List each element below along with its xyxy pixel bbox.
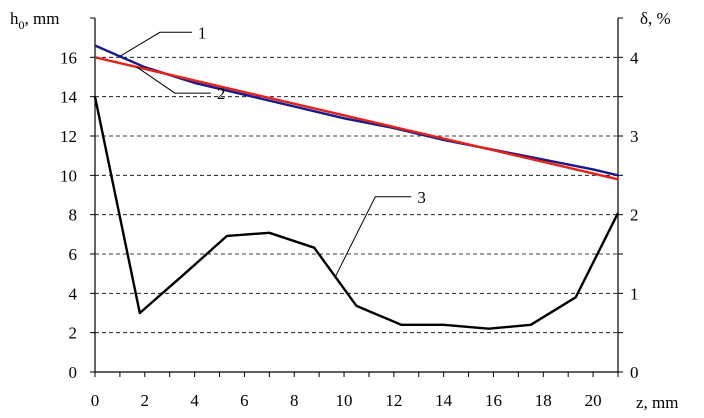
y-left-tick-label-6: 6	[69, 245, 78, 264]
x-tick-label-10: 10	[336, 391, 353, 410]
y-right-tick-label-1: 1	[630, 284, 639, 303]
y-right-tick-label-4: 4	[630, 48, 639, 67]
x-tick-label-16: 16	[485, 391, 502, 410]
axes	[90, 17, 623, 377]
curve-label-3: 3	[417, 188, 426, 207]
y-left-tick-label-8: 8	[69, 206, 78, 225]
x-tick-label-14: 14	[435, 391, 453, 410]
y-left-tick-label-4: 4	[69, 284, 78, 303]
x-tick-label-4: 4	[190, 391, 199, 410]
curve-label-1: 1	[198, 23, 207, 42]
y-right-tick-label-0: 0	[630, 363, 639, 382]
y-left-tick-label-14: 14	[60, 88, 78, 107]
y-left-tick-label-2: 2	[69, 324, 78, 343]
y-left-tick-label-0: 0	[69, 363, 78, 382]
curve-label-3-leader	[334, 196, 412, 278]
series-2-line	[94, 56, 619, 181]
x-tick-label-0: 0	[91, 391, 100, 410]
grid-lines	[95, 56, 618, 334]
series-lines	[93, 44, 620, 330]
x-tick-label-18: 18	[535, 391, 552, 410]
y-left-tick-label-12: 12	[60, 127, 77, 146]
curve-labels: 1 2 3	[119, 23, 426, 278]
x-tick-label-12: 12	[385, 391, 402, 410]
x-axis-title: z, mm	[636, 393, 679, 412]
y-axis-left-title: h0, mm	[10, 9, 59, 32]
y-axis-right-title: δ, %	[640, 9, 671, 28]
x-tick-label-20: 20	[585, 391, 602, 410]
curve-label-2: 2	[217, 84, 226, 103]
series-1-line	[94, 44, 619, 177]
y-left-tick-label-16: 16	[60, 48, 77, 67]
x-tick-label-8: 8	[290, 391, 299, 410]
y-right-tick-label-2: 2	[630, 206, 639, 225]
curve-label-2-leader	[136, 66, 211, 94]
series-3-line	[93, 96, 620, 330]
y-left-tick-label-10: 10	[60, 166, 77, 185]
curve-label-1-leader	[119, 31, 192, 57]
y-right-tick-label-3: 3	[630, 127, 639, 146]
axis-titles: h0, mm δ, % z, mm	[10, 9, 679, 412]
x-tick-label-6: 6	[240, 391, 249, 410]
x-tick-label-2: 2	[141, 391, 150, 410]
